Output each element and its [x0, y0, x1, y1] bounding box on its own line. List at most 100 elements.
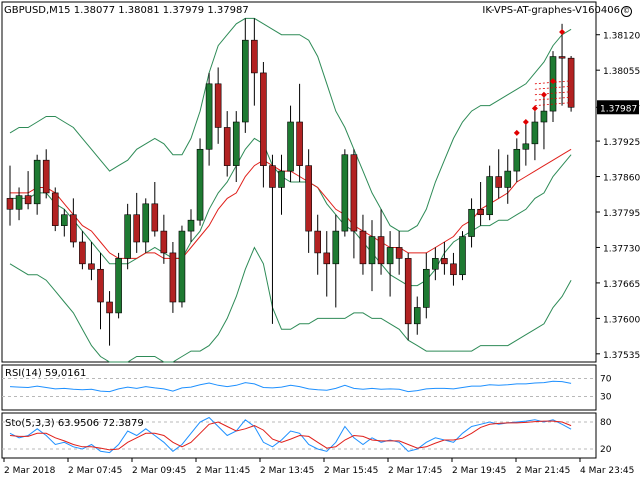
bearish-candle [404, 258, 412, 325]
bearish-candle [260, 72, 267, 166]
bearish-candle [223, 127, 231, 166]
copyright-icon: © [621, 6, 632, 17]
stochastic-pane-frame [1, 412, 597, 459]
bullish-candle [205, 83, 213, 150]
trade-marker [531, 105, 538, 112]
bearish-candle [42, 159, 50, 194]
stochastic-signal-line [9, 420, 572, 451]
bullish-candle [413, 307, 421, 325]
ohlc-values: 1.38077 1.38081 1.37979 1.37987 [73, 5, 249, 16]
stochastic-level-label: 20 [600, 445, 612, 455]
bullish-candle [196, 148, 204, 221]
rsi-label: RSI(14) 59,0161 [5, 368, 87, 379]
symbol-header: GBPUSD,M15 1.38077 1.38081 1.37979 1.379… [4, 5, 249, 16]
price-tick-label: 1.38120 [603, 32, 640, 42]
price-tick-label: 1.37925 [603, 138, 640, 148]
bullish-candle [142, 203, 150, 243]
bearish-candle [169, 252, 177, 303]
bullish-candle [232, 121, 240, 166]
bearish-candle [133, 214, 140, 243]
bearish-candle [160, 230, 168, 254]
bearish-candle [79, 241, 86, 265]
bullish-candle [60, 214, 68, 226]
bullish-candle [522, 143, 530, 150]
bearish-candle [395, 247, 403, 259]
bullish-candle [187, 219, 195, 232]
bearish-candle [51, 192, 59, 226]
price-tick-label: 1.37860 [603, 174, 640, 184]
bearish-candle [323, 252, 331, 265]
bearish-candle [495, 176, 503, 188]
time-tick-label: 2 Mar 15:45 [324, 466, 378, 476]
stochastic-label: Sto(5,3,3) 63.9506 72.3879 [5, 418, 144, 429]
bearish-candle [296, 121, 303, 166]
rsi-level-label: 30 [600, 393, 612, 403]
bearish-candle [70, 214, 77, 243]
bullish-candle [531, 121, 539, 145]
bearish-candle [305, 165, 312, 232]
price-tick-label: 1.38055 [603, 67, 640, 77]
bearish-candle [350, 154, 358, 232]
bearish-candle [558, 56, 566, 59]
rsi-line [9, 380, 572, 393]
current-price-label: 1.37987 [600, 104, 637, 114]
time-tick-label: 2 Mar 19:45 [452, 466, 506, 476]
price-pane-frame [1, 1, 597, 363]
symbol-label: GBPUSD,M15 [4, 5, 71, 16]
price-tick-label: 1.37600 [603, 315, 640, 325]
bearish-candle [314, 230, 322, 254]
stochastic-level-label: 80 [600, 418, 612, 428]
trade-marker [540, 91, 547, 98]
rsi-level-label: 70 [600, 375, 612, 385]
bearish-candle [88, 263, 95, 270]
bullish-candle [468, 208, 475, 237]
bearish-candle [269, 165, 276, 188]
stochastic-main-line [9, 416, 572, 454]
bearish-candle [450, 263, 457, 276]
rsi-pane-frame [1, 364, 597, 411]
bearish-candle [477, 208, 484, 216]
bearish-candle [567, 57, 575, 108]
bearish-candle [106, 301, 113, 314]
trade-marker [559, 29, 566, 35]
trade-marker [513, 129, 520, 136]
bearish-candle [6, 198, 14, 210]
time-tick-label: 2 Mar 21:45 [516, 466, 570, 476]
bearish-candle [214, 83, 222, 128]
bullish-candle [124, 214, 131, 259]
bullish-candle [540, 110, 548, 123]
bullish-candle [33, 159, 41, 205]
bullish-candle [242, 39, 249, 123]
brand-label: IK-VPS-AT-graphes-V160406 [482, 5, 620, 16]
bullish-candle [287, 121, 294, 172]
bullish-candle [278, 170, 285, 188]
bearish-candle [377, 236, 385, 265]
bullish-candle [368, 236, 376, 265]
bullish-candle [422, 268, 430, 308]
bearish-candle [359, 230, 367, 265]
bearish-candle [151, 203, 159, 232]
bullish-candle [459, 236, 466, 276]
bullish-candle [115, 258, 122, 314]
bullish-candle [332, 230, 340, 265]
time-tick-label: 2 Mar 2018 [4, 466, 56, 476]
bearish-candle [24, 195, 32, 205]
trade-marker [522, 119, 529, 125]
bullish-candle [386, 247, 394, 265]
price-tick-label: 1.37535 [603, 351, 640, 361]
time-tick-label: 4 Mar 23:45 [580, 466, 634, 476]
bollinger-lower-line [9, 246, 572, 363]
price-tick-label: 1.37795 [603, 209, 640, 219]
bearish-candle [251, 39, 258, 74]
time-tick-label: 2 Mar 07:45 [68, 466, 122, 476]
time-tick-label: 2 Mar 17:45 [388, 466, 442, 476]
bullish-candle [178, 230, 186, 303]
bearish-candle [97, 268, 104, 303]
price-tick-label: 1.37665 [603, 280, 640, 290]
time-tick-label: 2 Mar 11:45 [196, 466, 250, 476]
bullish-candle [513, 148, 521, 172]
bullish-candle [486, 176, 493, 216]
time-tick-label: 2 Mar 09:45 [132, 466, 186, 476]
